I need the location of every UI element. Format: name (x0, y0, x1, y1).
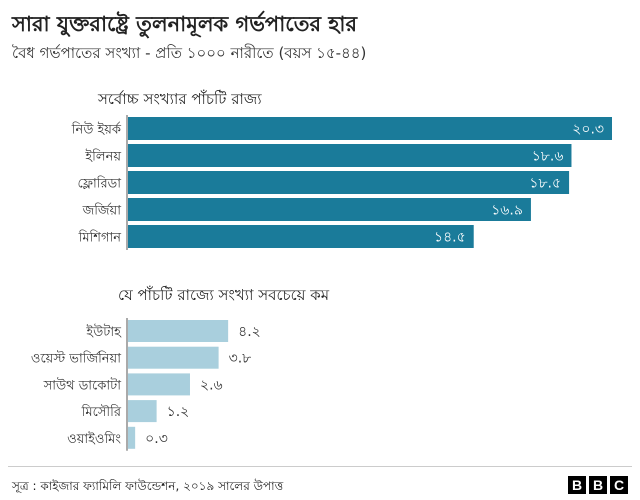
bar-charts: নিউ ইয়র্ক ২০.৩ ইলিনয় ১৮.৬ ফ্লোরিডা ১৮.৫ জর্জ… (31, 115, 612, 451)
footer-divider (8, 466, 632, 467)
category-label: মিশিগান (78, 230, 122, 246)
bbc-logo-letter: C (610, 476, 628, 494)
data-label: ১.২ (167, 404, 190, 420)
bar (128, 346, 219, 369)
category-label: ওয়াইওমিং (67, 431, 121, 447)
bar (128, 171, 570, 194)
bar (128, 426, 136, 449)
category-label: ওয়েস্ট ভার্জিনিয়া (31, 351, 121, 367)
source-note: সূত্র : কাইজার ফ্যামিলি ফাউন্ডেশন, ২০১৯ … (12, 479, 284, 493)
category-label: ইলিনয় (84, 149, 121, 165)
chart-subtitle: বৈধ গর্ভপাতের সংখ্যা - প্রতি ১০০০ নারীতে… (12, 44, 367, 62)
bar (128, 400, 157, 423)
bar (128, 225, 474, 248)
data-label: ২.৬ (200, 377, 223, 393)
category-label: সাউথ ডাকোটা (43, 377, 122, 393)
data-label: ৪.২ (238, 324, 261, 340)
category-label: ফ্লোরিডা (78, 176, 122, 192)
category-label: ইউটাহ (85, 324, 122, 340)
bar (128, 320, 229, 342)
category-label: নিউ ইয়র্ক (71, 122, 122, 138)
category-label: মিসৌরি (81, 404, 122, 420)
bottom-states-title: যে পাঁচটি রাজ্যে সংখ্যা সবচেয়ে কম (118, 286, 330, 304)
bar (128, 198, 531, 221)
data-label: ১৮.৬ (532, 149, 564, 165)
bar (128, 117, 612, 140)
data-label: ৩.৮ (229, 351, 252, 367)
bbc-logo-letter: B (589, 476, 607, 494)
data-label: ১৪.৫ (434, 230, 466, 246)
data-label: ১৬.৯ (491, 203, 523, 219)
category-label: জর্জিয়া (82, 203, 122, 219)
data-label: ১৮.৫ (529, 176, 561, 192)
data-label: ২০.৩ (572, 122, 604, 138)
bar (128, 373, 190, 396)
top-states-title: সর্বোচ্চ সংখ্যার পাঁচটি রাজ্য (98, 90, 262, 108)
chart-title: সারা যুক্তরাষ্ট্রে তুলনামূলক গর্ভপাতের হ… (12, 12, 358, 36)
bbc-logo-letter: B (568, 476, 586, 494)
bbc-logo: B B C (568, 476, 628, 494)
bar (128, 144, 572, 167)
data-label: ০.৩ (145, 431, 168, 447)
